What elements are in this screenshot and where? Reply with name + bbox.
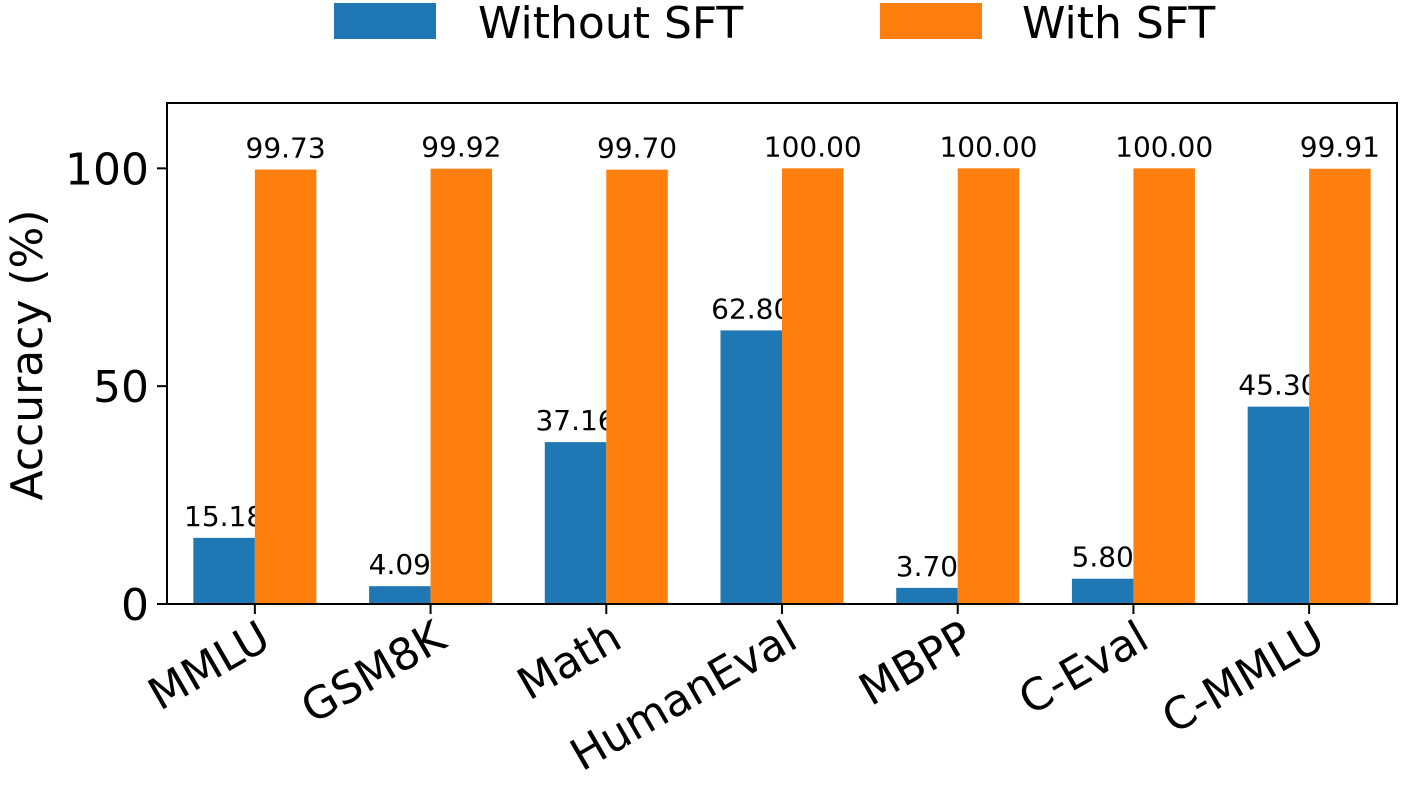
x-tick-label: GSM8K xyxy=(293,611,455,734)
bar-with-sft-math xyxy=(606,169,668,604)
legend: Without SFT With SFT xyxy=(334,0,1215,49)
data-label: 99.91 xyxy=(1300,131,1380,164)
bar-without-sft-c-eval xyxy=(1071,578,1134,604)
data-label: 37.16 xyxy=(535,404,615,437)
data-label: 100.00 xyxy=(939,130,1037,163)
bar-without-sft-c-mmlu xyxy=(1247,406,1310,604)
bar-with-sft-mbpp xyxy=(957,168,1020,604)
legend-label: With SFT xyxy=(1022,0,1215,49)
bar-without-sft-mbpp xyxy=(896,587,958,604)
bar-without-sft-mmlu xyxy=(193,537,255,604)
data-label: 100.00 xyxy=(1115,130,1213,163)
y-tick-label: 50 xyxy=(93,362,149,413)
bar-with-sft-mmlu xyxy=(254,169,317,604)
data-label: 99.92 xyxy=(421,131,501,164)
data-label: 15.18 xyxy=(184,500,264,533)
bar-with-sft-c-eval xyxy=(1133,168,1195,604)
bar-with-sft-c-mmlu xyxy=(1309,168,1371,604)
bar-without-sft-gsm8k xyxy=(369,586,431,604)
plot-area: 15.18 4.09 37.16 62.80 3.70 5.80 45.30 99.73 99.… xyxy=(166,102,1398,605)
legend-label: Without SFT xyxy=(478,0,743,49)
data-label: 62.80 xyxy=(711,292,791,325)
data-label: 3.70 xyxy=(896,550,958,583)
y-axis-label: Accuracy (%) xyxy=(2,209,53,500)
data-label: 4.09 xyxy=(369,548,431,581)
y-tick-label: 100 xyxy=(65,144,149,195)
legend-swatch xyxy=(880,3,982,39)
data-label: 99.73 xyxy=(246,132,326,165)
legend-swatch xyxy=(334,3,436,39)
data-label: 99.70 xyxy=(597,132,677,165)
bar-with-sft-gsm8k xyxy=(430,168,493,604)
x-tick-label: C-MMLU xyxy=(1154,611,1333,744)
x-tick-label: MBPP xyxy=(851,611,981,716)
bar-with-sft-humaneval xyxy=(782,168,844,604)
x-tick-label: MMLU xyxy=(140,611,278,720)
bar-without-sft-humaneval xyxy=(720,330,782,604)
data-label: 5.80 xyxy=(1072,541,1134,574)
y-tick-label: 0 xyxy=(121,580,149,631)
y-axis: 0 50 100 xyxy=(65,144,167,631)
x-tick-label: Math xyxy=(509,611,630,710)
x-tick-label: C-Eval xyxy=(1010,611,1156,725)
data-label: 100.00 xyxy=(764,130,862,163)
bar-without-sft-math xyxy=(544,442,607,604)
data-label: 45.30 xyxy=(1238,369,1318,402)
